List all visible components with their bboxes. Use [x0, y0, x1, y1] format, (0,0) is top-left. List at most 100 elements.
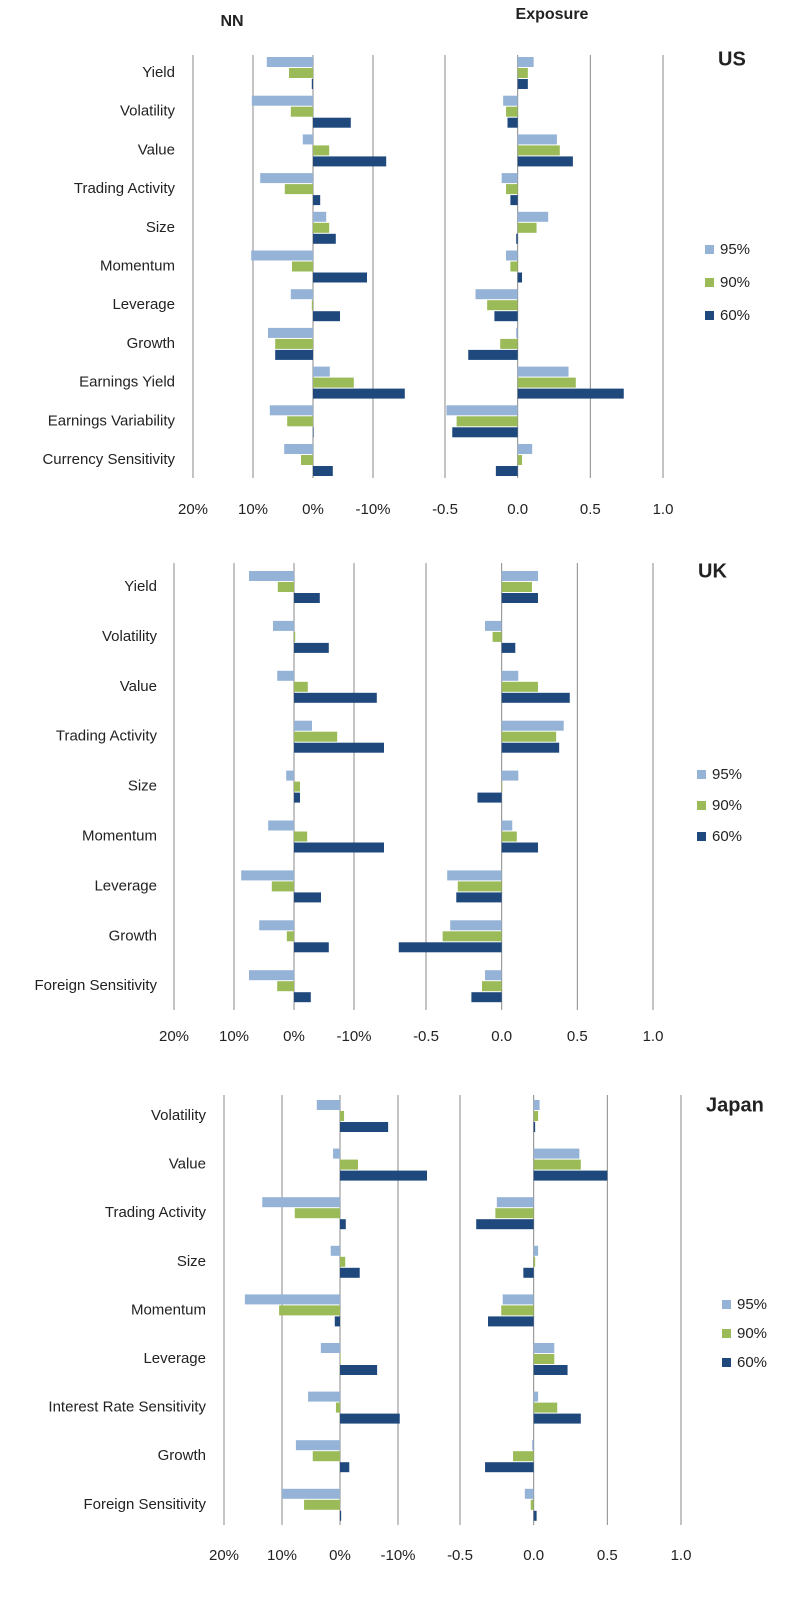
bar [294, 642, 329, 653]
bar [532, 1440, 534, 1451]
category-label: Leverage [143, 1350, 206, 1367]
bar [340, 1219, 346, 1230]
bar [517, 68, 528, 78]
bar [313, 466, 333, 476]
bar [533, 1365, 568, 1375]
bar [294, 692, 377, 703]
bar [340, 1267, 360, 1278]
bar [340, 1354, 341, 1364]
bar [294, 992, 311, 1003]
bar [450, 920, 502, 931]
bar [313, 222, 330, 233]
bar [313, 388, 405, 399]
bar [284, 184, 313, 195]
bar [287, 416, 313, 427]
bar [501, 781, 503, 792]
bar [330, 1245, 340, 1256]
bar [313, 117, 351, 128]
x-tick-label: -0.5 [432, 501, 458, 518]
bar [294, 593, 320, 603]
bar [313, 156, 387, 167]
bar [501, 831, 517, 842]
bar [496, 1197, 534, 1208]
x-tick-label: -0.5 [447, 1547, 473, 1564]
bar [302, 134, 313, 145]
bar [501, 820, 513, 831]
legend-swatch [722, 1329, 731, 1338]
bar [501, 770, 519, 781]
legend-label: 60% [712, 828, 742, 845]
legend-swatch [697, 770, 706, 779]
category-label: Yield [124, 578, 157, 595]
legend-swatch [705, 245, 714, 254]
bar [506, 184, 518, 195]
x-tick-label: 0.0 [491, 1028, 512, 1045]
bar [502, 1294, 534, 1305]
bar [294, 631, 296, 642]
category-label: Interest Rate Sensitivity [48, 1399, 206, 1416]
bar [501, 670, 519, 681]
legend-swatch [697, 832, 706, 841]
bar [275, 338, 313, 349]
category-label: Trading Activity [74, 180, 176, 197]
bar [282, 1488, 340, 1499]
bar [492, 631, 502, 642]
bar [485, 620, 502, 631]
bar [286, 931, 294, 942]
bar [456, 416, 518, 427]
bar [294, 1208, 340, 1219]
bar [456, 892, 502, 903]
bar [501, 571, 538, 581]
bar [340, 1365, 378, 1375]
bar [468, 349, 518, 360]
legend-swatch [722, 1358, 731, 1367]
bar [290, 106, 313, 117]
bar [517, 156, 573, 167]
legend-label: 60% [720, 307, 750, 324]
legend-label: 90% [737, 1325, 767, 1342]
bar [487, 300, 518, 311]
bar [501, 1305, 534, 1316]
bar [340, 1256, 346, 1267]
bar [294, 781, 300, 792]
bar [294, 831, 308, 842]
bar [533, 1510, 537, 1521]
bar [311, 79, 313, 89]
bar [294, 792, 300, 803]
bar [477, 792, 502, 803]
bar [485, 1462, 534, 1473]
bar [269, 405, 313, 416]
x-tick-label: 0.5 [567, 1028, 588, 1045]
category-label: Value [120, 678, 157, 695]
bar [533, 1100, 540, 1110]
category-label: Growth [109, 927, 157, 944]
bar [301, 455, 313, 465]
bar [249, 970, 294, 981]
bar [517, 388, 624, 399]
x-tick-label: 0.0 [523, 1547, 544, 1564]
bar [340, 1111, 345, 1121]
bar [273, 620, 294, 631]
bar [517, 57, 534, 67]
bar [481, 981, 502, 992]
bar [452, 427, 518, 438]
bar [277, 981, 294, 992]
category-label: Foreign Sensitivity [83, 1496, 206, 1513]
bar [277, 582, 294, 592]
bar [475, 289, 518, 300]
bar [442, 931, 502, 942]
bar [294, 720, 312, 731]
bar [340, 1170, 427, 1181]
bar [495, 1208, 534, 1219]
bar [275, 349, 313, 360]
bar [517, 79, 528, 89]
legend-label: 60% [737, 1354, 767, 1371]
x-tick-label: 10% [267, 1547, 297, 1564]
category-label: Momentum [100, 257, 175, 274]
bar [533, 1148, 580, 1159]
bar [335, 1402, 340, 1413]
bar [517, 134, 557, 145]
bar [313, 311, 340, 322]
bar [313, 427, 314, 438]
